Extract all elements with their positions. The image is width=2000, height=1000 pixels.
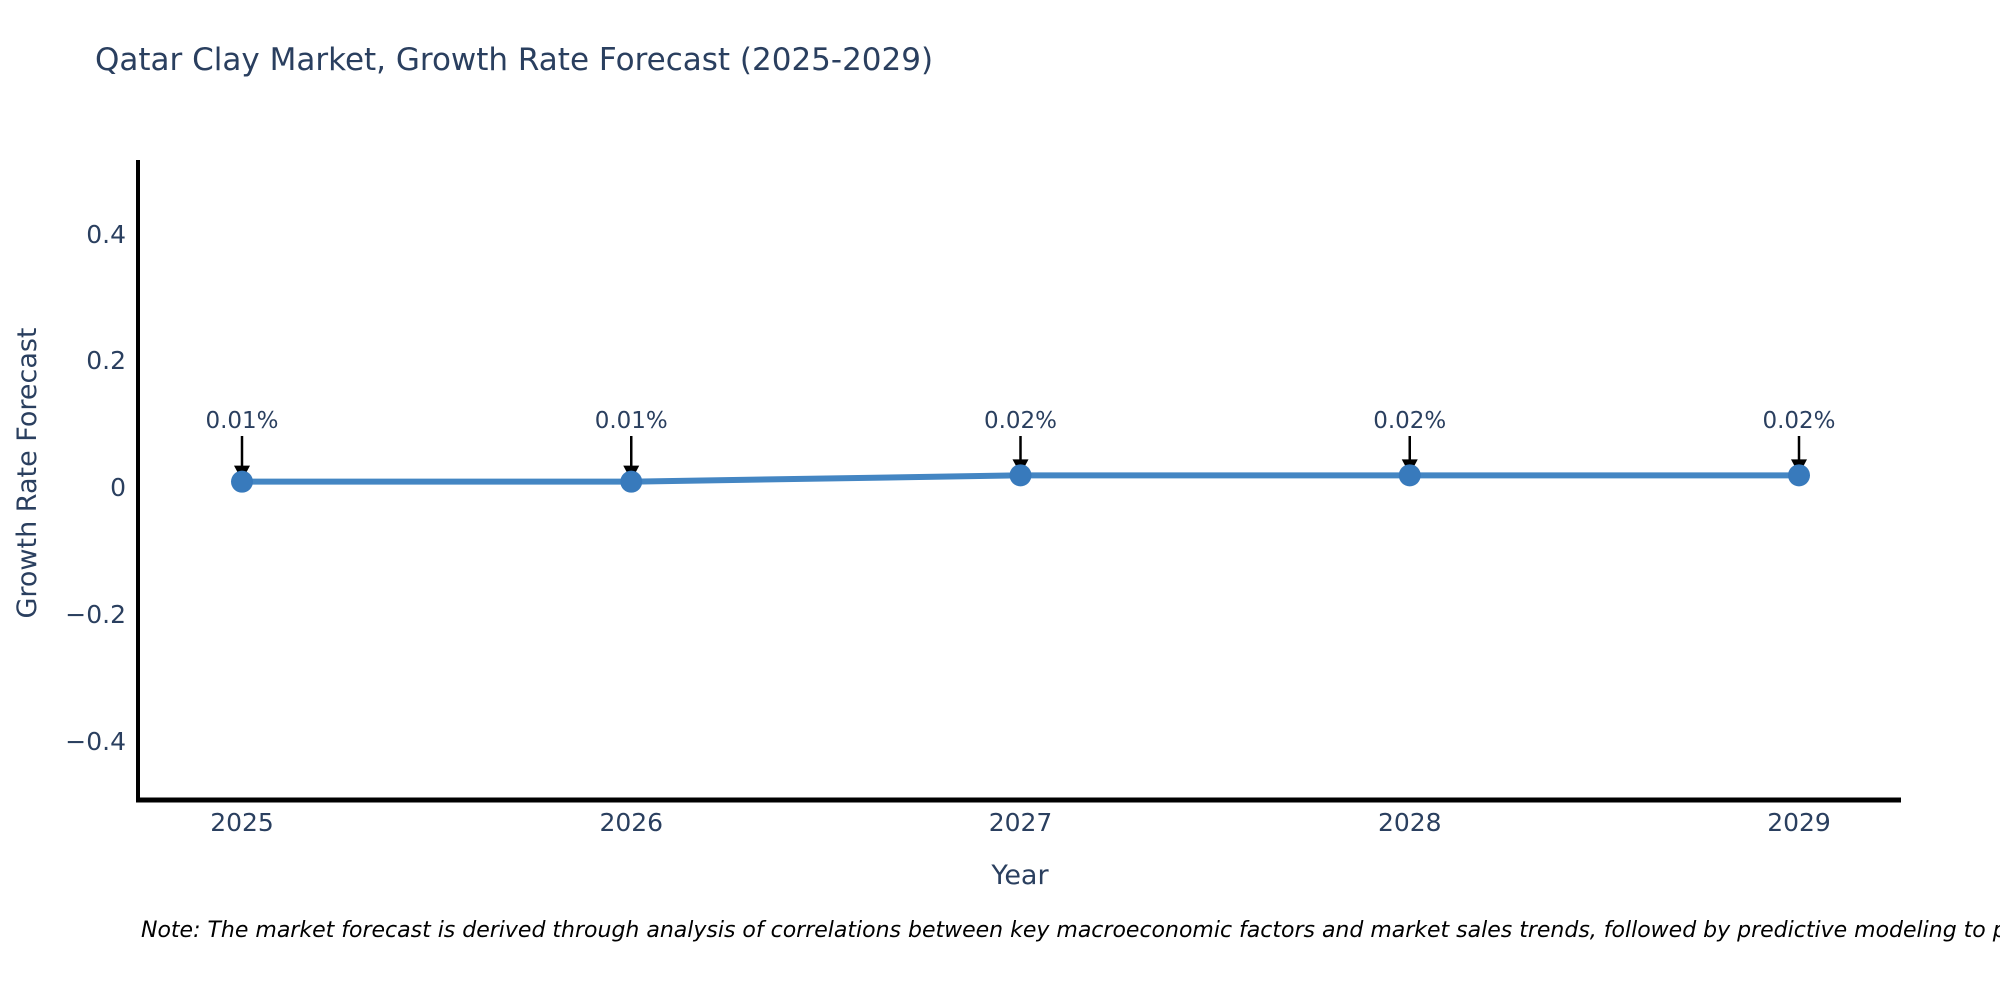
- data-point-marker[interactable]: [1788, 464, 1810, 487]
- chart-title: Qatar Clay Market, Growth Rate Forecast …: [95, 42, 934, 78]
- y-tick-label: 0.4: [86, 219, 126, 249]
- x-tick-label: 2029: [1767, 808, 1831, 837]
- y-tick-label: −0.2: [65, 599, 126, 629]
- annotation-label: 0.02%: [1373, 408, 1447, 434]
- annotation-label: 0.02%: [983, 408, 1058, 434]
- x-tick-label: 2027: [988, 808, 1053, 837]
- x-tick-label: 2025: [210, 808, 274, 837]
- annotation-label: 0.01%: [205, 408, 279, 434]
- data-point-marker[interactable]: [1398, 464, 1421, 487]
- data-point-marker[interactable]: [620, 470, 643, 493]
- data-point-marker[interactable]: [1009, 464, 1032, 487]
- y-tick-label: −0.4: [65, 726, 126, 756]
- data-point-marker[interactable]: [231, 470, 253, 493]
- footnote: Note: The market forecast is derived thr…: [141, 918, 2000, 943]
- x-tick-label: 2026: [599, 808, 664, 837]
- annotation-label: 0.01%: [594, 408, 668, 434]
- y-tick-label: 0.2: [86, 346, 126, 376]
- y-tick-label: 0: [110, 473, 126, 502]
- x-tick-label: 2028: [1377, 808, 1442, 837]
- annotation-label: 0.02%: [1762, 408, 1836, 434]
- x-axis-title: Year: [991, 860, 1049, 891]
